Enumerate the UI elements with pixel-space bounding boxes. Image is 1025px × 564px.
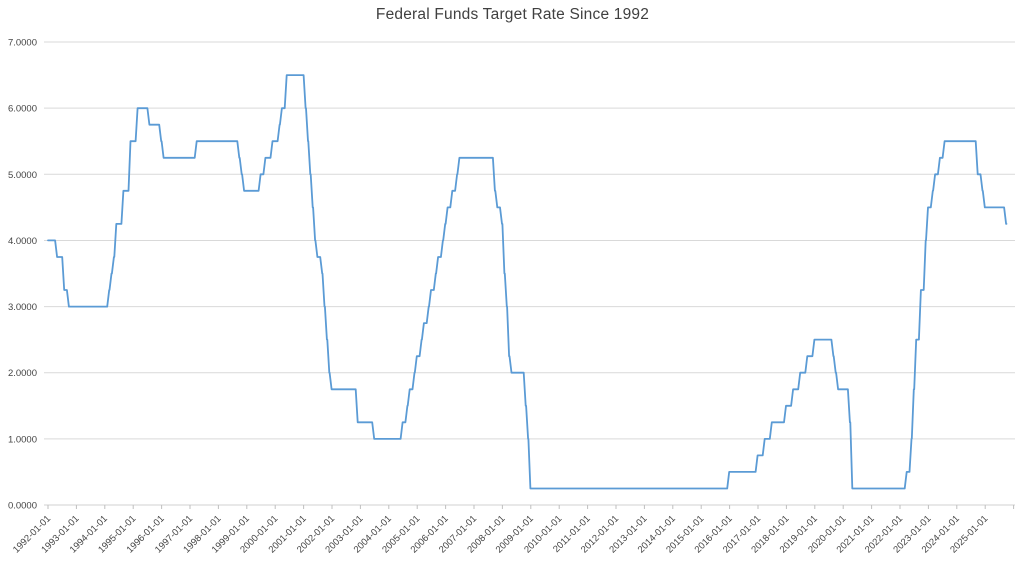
gridlines [44,41,1015,440]
y-tick-label: 3.0000 [8,302,37,313]
x-axis-labels: 1992-01-011993-01-011994-01-011995-01-01… [11,513,990,555]
rate-line [47,74,1008,490]
y-tick-label: 0.0000 [8,501,37,512]
y-tick-label: 6.0000 [8,104,37,115]
x-axis [44,504,1015,509]
y-axis-labels: 0.0000 1.0000 2.0000 3.0000 4.0000 5.0000 6.00… [8,38,37,512]
chart-title: Federal Funds Target Rate Since 1992 [375,6,650,23]
y-tick-label: 7.0000 [8,38,37,49]
y-tick-label: 1.0000 [8,434,37,445]
y-tick-label: 4.0000 [8,236,37,247]
y-tick-label: 5.0000 [8,170,37,181]
y-tick-label: 2.0000 [8,368,37,379]
